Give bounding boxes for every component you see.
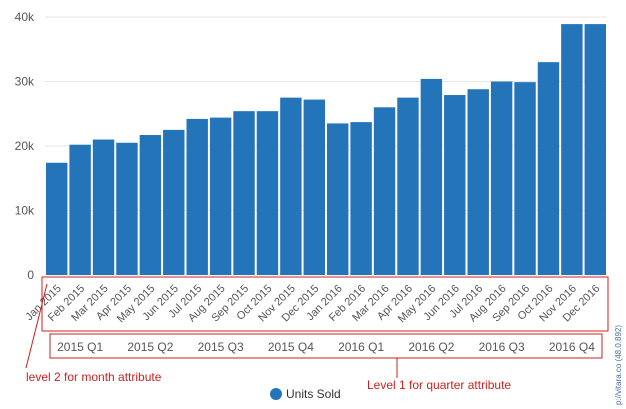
legend-label-units-sold[interactable]: Units Sold: [286, 387, 341, 401]
y-tick-label: 30k: [15, 75, 35, 89]
quarter-tick-label: 2016 Q2: [408, 340, 454, 354]
quarter-tick-label: 2015 Q4: [268, 340, 314, 354]
quarter-tick-label: 2016 Q3: [479, 340, 525, 354]
legend[interactable]: Units Sold: [270, 387, 341, 401]
bar-nov-2016[interactable]: [561, 24, 583, 275]
bar-jun-2015[interactable]: [163, 129, 185, 275]
month-annotation-pointer: [25, 283, 48, 369]
bar-apr-2015[interactable]: [116, 142, 138, 275]
y-axis: 0 10k 20k 30k 40k: [15, 10, 35, 282]
quarter-tick-label: 2016 Q4: [549, 340, 595, 354]
credits-text: p://vitara.co (48.0.892): [614, 325, 623, 405]
legend-marker-units-sold: [270, 388, 282, 400]
bar-feb-2016[interactable]: [350, 122, 372, 275]
bar-feb-2015[interactable]: [69, 144, 91, 275]
y-tick-label: 10k: [15, 204, 35, 218]
bar-may-2015[interactable]: [139, 135, 162, 275]
bar-sep-2015[interactable]: [233, 111, 255, 275]
x-axis-quarters: 2015 Q1 2015 Q2 2015 Q3 2015 Q4 2016 Q1 2016 …: [57, 340, 595, 354]
quarter-tick-label: 2015 Q1: [57, 340, 103, 354]
bar-nov-2015[interactable]: [280, 97, 302, 275]
quarter-tick-label: 2015 Q3: [198, 340, 244, 354]
bar-jan-2016[interactable]: [327, 123, 349, 275]
y-tick-label: 40k: [15, 10, 35, 24]
bars: [46, 24, 606, 276]
bar-jul-2016[interactable]: [467, 89, 489, 276]
bar-sep-2016[interactable]: [514, 82, 536, 276]
y-tick-label: 20k: [15, 139, 35, 153]
bar-dec-2016[interactable]: [584, 24, 606, 275]
bar-dec-2015[interactable]: [303, 99, 325, 275]
bar-may-2016[interactable]: [420, 78, 443, 275]
month-level-annotation: level 2 for month attribute: [26, 370, 162, 384]
bar-apr-2016[interactable]: [397, 97, 419, 275]
y-tick-label: 0: [27, 268, 34, 282]
bar-jan-2015[interactable]: [46, 162, 68, 275]
quarter-tick-label: 2015 Q2: [127, 340, 173, 354]
bar-aug-2016[interactable]: [490, 81, 513, 276]
quarter-level-annotation: Level 1 for quarter attribute: [367, 378, 511, 392]
bar-oct-2015[interactable]: [256, 111, 279, 275]
quarter-tick-label: 2016 Q1: [338, 340, 384, 354]
bar-aug-2015[interactable]: [209, 117, 232, 276]
bar-oct-2016[interactable]: [537, 62, 560, 276]
bar-mar-2015[interactable]: [92, 139, 115, 275]
bar-mar-2016[interactable]: [373, 107, 396, 275]
quarter-level-highlight-box: [49, 333, 603, 359]
y-grid: [45, 16, 607, 276]
bar-jun-2016[interactable]: [444, 95, 466, 275]
bar-jul-2015[interactable]: [186, 118, 208, 275]
